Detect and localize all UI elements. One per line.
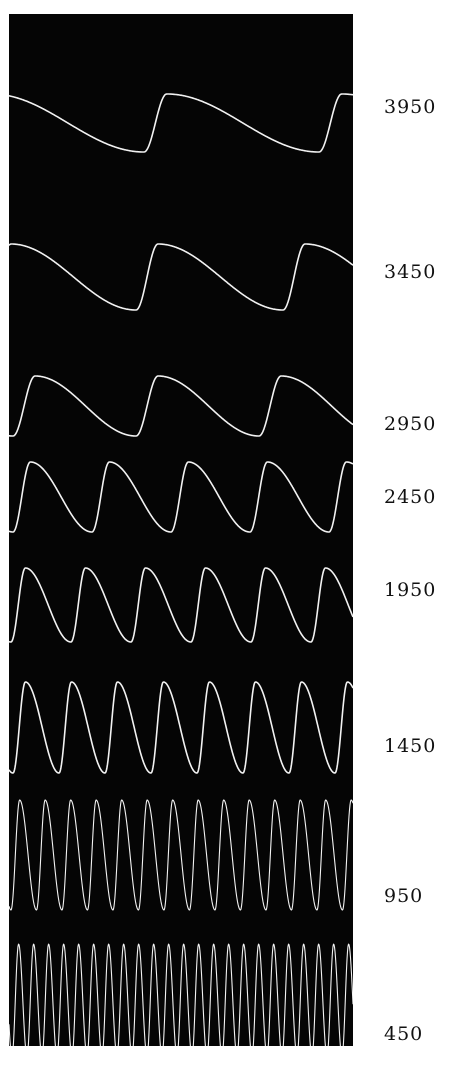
trace-label-2450: 2450 xyxy=(384,486,437,508)
trace-label-950: 950 xyxy=(384,885,424,907)
waveform-traces xyxy=(9,93,353,1046)
waveform-trace-3450 xyxy=(9,243,353,311)
trace-label-450: 450 xyxy=(384,1023,424,1045)
trace-label-1450: 1450 xyxy=(384,735,437,757)
trace-label-1950: 1950 xyxy=(384,579,437,601)
oscillogram-plate xyxy=(9,14,353,1046)
waveform-trace-1450 xyxy=(9,681,353,774)
waveform-trace-2450 xyxy=(9,461,353,533)
waveform-trace-3950 xyxy=(9,93,353,153)
trace-label-2950: 2950 xyxy=(384,413,437,435)
waveform-trace-1950 xyxy=(9,567,353,643)
waveform-trace-2950 xyxy=(9,375,353,437)
waveform-trace-450 xyxy=(9,943,353,1046)
trace-label-3450: 3450 xyxy=(384,261,437,283)
waveform-trace-950 xyxy=(9,799,353,911)
trace-label-3950: 3950 xyxy=(384,96,437,118)
